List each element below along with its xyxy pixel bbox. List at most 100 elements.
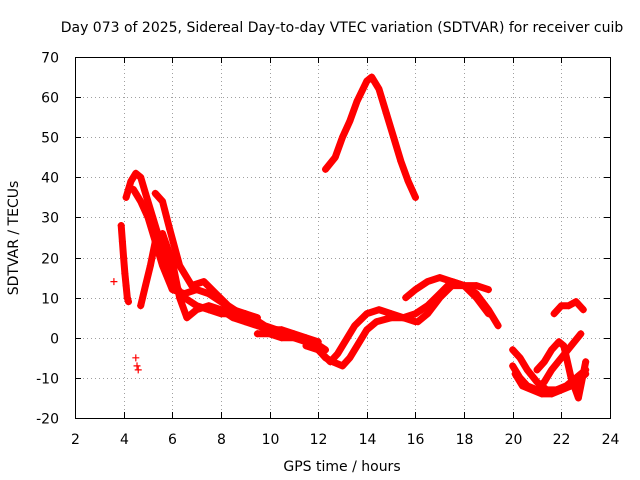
data-point	[137, 173, 145, 181]
y-axis-tick-labels: -20 -10 0 10 20 30 40 50 60 70	[36, 51, 59, 428]
data-point	[424, 310, 432, 318]
data-point	[224, 302, 232, 310]
data-point	[127, 177, 135, 185]
y-tick-label: 30	[41, 211, 59, 227]
series-line-arc-n	[533, 338, 590, 402]
data-point	[411, 310, 419, 318]
data-point	[577, 330, 585, 338]
y-tick-label: -20	[36, 412, 59, 428]
data-point	[118, 238, 126, 246]
data-point	[528, 386, 536, 394]
data-point	[436, 294, 444, 302]
data-point	[129, 185, 137, 193]
data-point	[518, 382, 526, 390]
data-point	[329, 358, 337, 366]
data-point	[134, 366, 142, 374]
data-point	[217, 306, 225, 314]
data-point	[166, 225, 174, 233]
data-point	[339, 133, 346, 141]
data-point	[582, 358, 590, 366]
data-point	[334, 350, 342, 358]
data-point	[373, 318, 381, 326]
data-point	[137, 302, 145, 310]
data-point	[411, 193, 419, 201]
y-tick-label: 20	[41, 252, 59, 268]
x-tick-label: 22	[553, 432, 571, 448]
data-point	[548, 346, 556, 354]
data-point	[548, 390, 556, 398]
data-point	[261, 322, 269, 330]
data-point	[516, 354, 524, 362]
data-point	[120, 254, 128, 262]
y-axis-label: SDTVAR / TECUs	[6, 181, 22, 296]
data-point	[159, 262, 167, 270]
data-point	[249, 314, 257, 322]
data-point	[572, 298, 580, 306]
data-point	[159, 229, 167, 237]
data-point	[540, 358, 548, 366]
data-point	[511, 370, 519, 378]
data-point	[205, 302, 213, 310]
data-point	[266, 330, 274, 338]
data-point	[183, 314, 191, 322]
chart-title: Day 073 of 2025, Sidereal Day-to-day VTE…	[61, 20, 624, 36]
data-point	[151, 189, 159, 197]
data-point	[236, 310, 244, 318]
data-point	[484, 306, 492, 314]
data-point	[538, 390, 546, 398]
data-point	[133, 362, 141, 370]
x-tick-label: 2	[71, 432, 80, 448]
series-arc-i	[402, 274, 502, 330]
data-point	[399, 314, 407, 322]
data-point	[144, 213, 152, 221]
x-tick-label: 14	[359, 432, 377, 448]
data-point	[121, 270, 129, 278]
data-point	[346, 117, 354, 125]
data-point	[241, 318, 249, 326]
y-tick-label: 40	[41, 171, 59, 187]
data-point	[460, 282, 468, 290]
y-tick-label: -10	[36, 372, 59, 388]
data-point	[579, 306, 587, 314]
data-point	[533, 366, 541, 374]
data-point	[321, 354, 329, 362]
data-point	[565, 302, 573, 310]
data-point	[351, 322, 359, 330]
data-point	[363, 77, 371, 85]
data-point	[555, 338, 563, 346]
data-point	[484, 286, 492, 294]
data-point	[368, 73, 376, 81]
data-point	[122, 282, 130, 290]
data-point	[168, 258, 176, 266]
data-point	[567, 342, 575, 350]
data-point	[132, 169, 140, 177]
x-tick-label: 4	[120, 432, 129, 448]
data-point	[125, 298, 132, 306]
x-tick-label: 8	[217, 432, 226, 448]
x-tick-label: 24	[602, 432, 620, 448]
series-arc-j	[414, 282, 492, 326]
data-point	[557, 386, 565, 394]
data-point	[494, 322, 502, 330]
series-arc-g	[302, 278, 492, 370]
data-point	[212, 290, 220, 298]
x-tick-label: 10	[262, 432, 280, 448]
data-point	[382, 109, 390, 117]
data-point	[448, 282, 456, 290]
x-tick-label: 20	[505, 432, 523, 448]
series-arc-o	[550, 298, 587, 318]
data-point	[411, 286, 419, 294]
data-point	[142, 189, 150, 197]
data-point	[353, 342, 361, 350]
y-tick-label: 10	[41, 292, 59, 308]
data-point	[278, 334, 286, 342]
data-point	[142, 282, 150, 290]
data-point	[509, 346, 517, 354]
data-point	[132, 354, 140, 362]
data-point	[436, 274, 444, 282]
data-point	[557, 302, 565, 310]
data-point	[414, 318, 422, 326]
data-point	[188, 282, 196, 290]
data-point	[540, 378, 548, 386]
series-arc-e	[151, 189, 329, 354]
